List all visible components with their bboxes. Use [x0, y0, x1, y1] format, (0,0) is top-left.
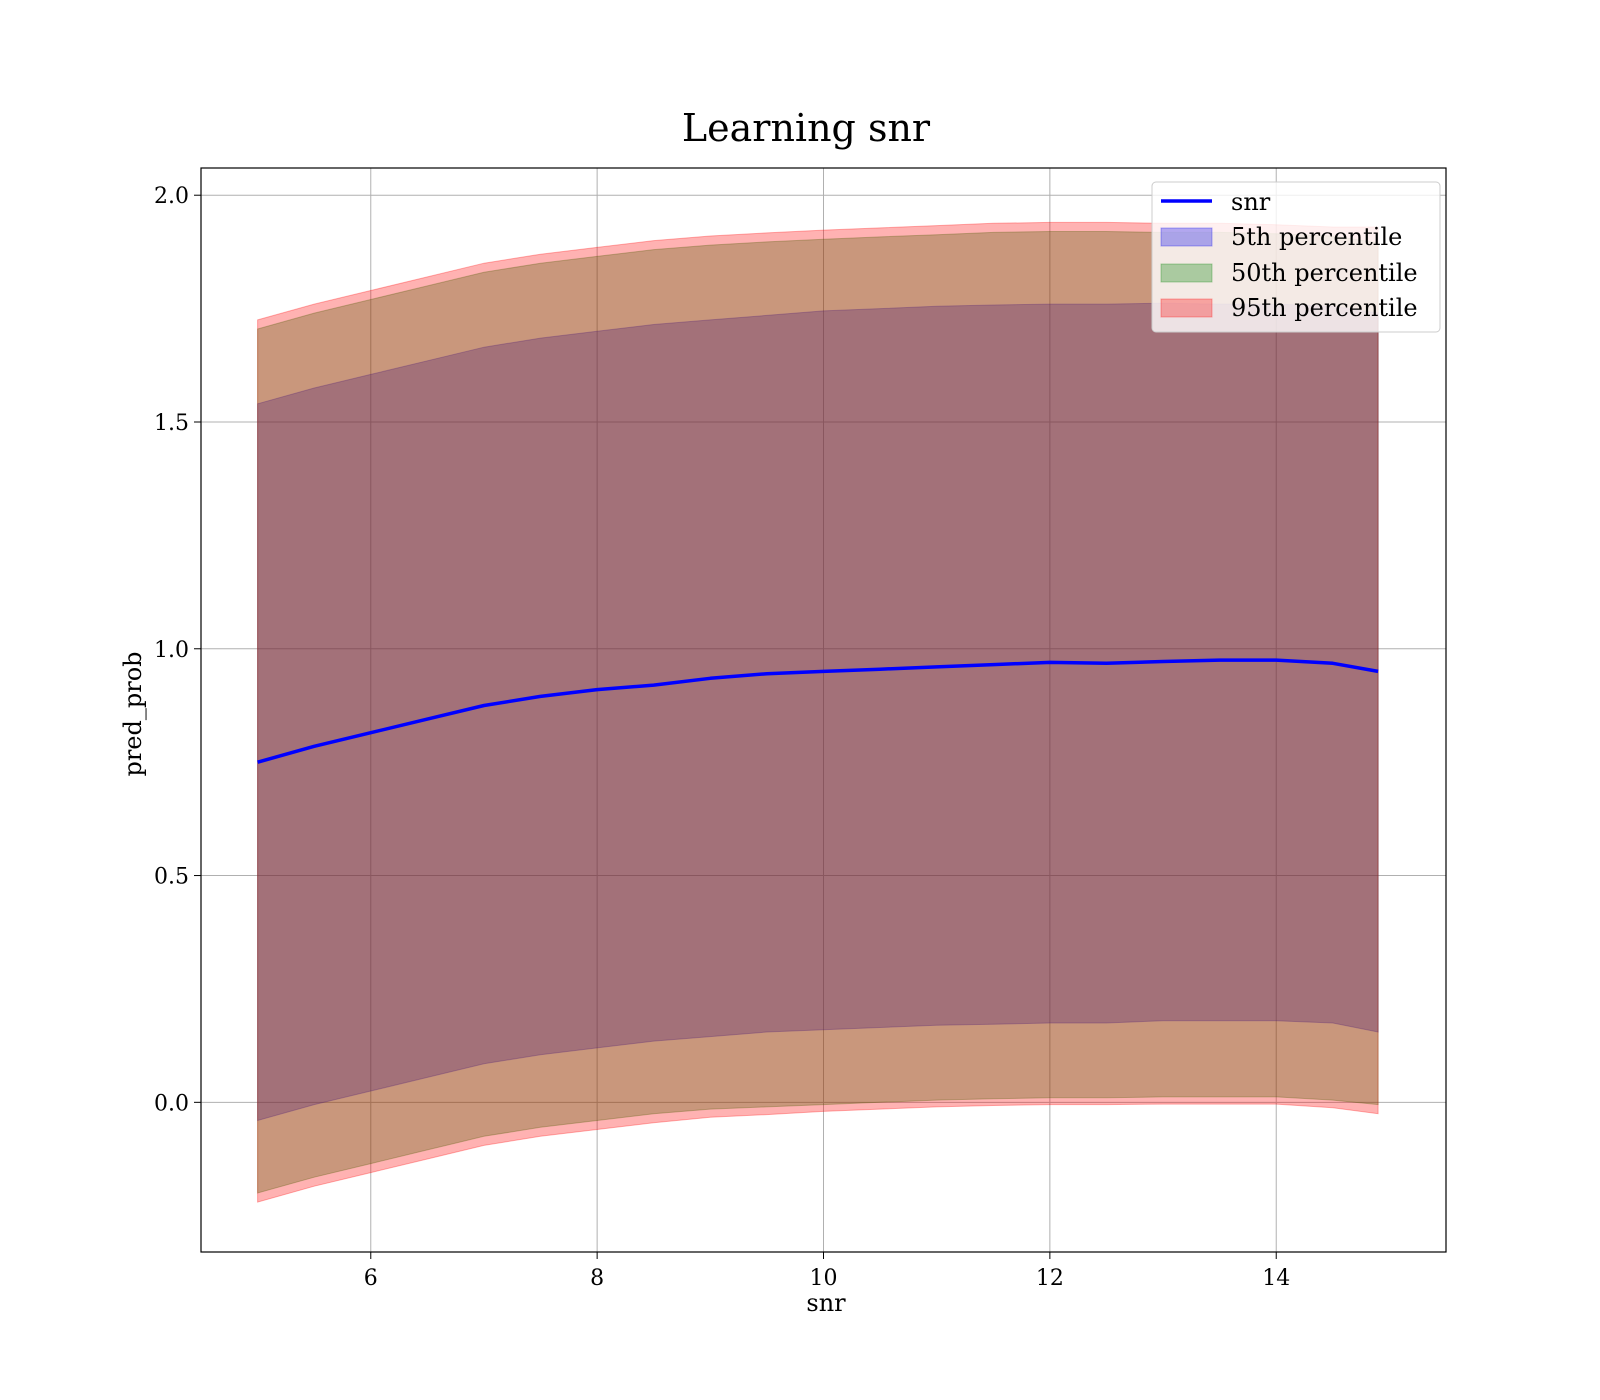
x-tick-label: 10: [810, 1266, 838, 1291]
legend-box: [1151, 181, 1441, 333]
y-tick-label: 2.0: [154, 184, 189, 209]
tick-layer: 6 8 10 12 14 0.0 0.5 1.0 1.5 2.0: [154, 184, 1290, 1291]
legend-label-50th: 50th percentile: [1231, 259, 1418, 287]
line-snr: [257, 658, 1379, 764]
x-tick-label: 6: [364, 1266, 378, 1291]
band-50th-percentile: [257, 231, 1379, 1194]
band-5th-percentile: [257, 302, 1379, 1122]
x-tick-label: 14: [1262, 1266, 1290, 1291]
legend: snr 5th percentile 50th percentile 95th …: [1151, 181, 1441, 333]
legend-label-snr: snr: [1231, 188, 1271, 216]
legend-swatch-5th: [1160, 227, 1213, 247]
band-layer: [257, 221, 1379, 1203]
line-layer: [257, 658, 1379, 764]
legend-label-5th: 5th percentile: [1231, 223, 1402, 251]
y-tick-label: 0.5: [154, 865, 189, 890]
chart-title: Learning snr: [682, 106, 931, 150]
y-axis-label: pred_prob: [119, 651, 147, 776]
x-tick-label: 8: [590, 1266, 604, 1291]
legend-swatch-95th: [1160, 298, 1213, 318]
legend-label-95th: 95th percentile: [1231, 294, 1418, 322]
x-tick-label: 12: [1036, 1266, 1064, 1291]
y-tick-label: 0.0: [154, 1091, 189, 1116]
x-axis-label: snr: [806, 1289, 846, 1317]
legend-swatch-50th: [1160, 263, 1213, 283]
y-tick-label: 1.5: [154, 411, 189, 436]
band-95th-percentile: [257, 221, 1379, 1203]
y-tick-label: 1.0: [154, 638, 189, 663]
